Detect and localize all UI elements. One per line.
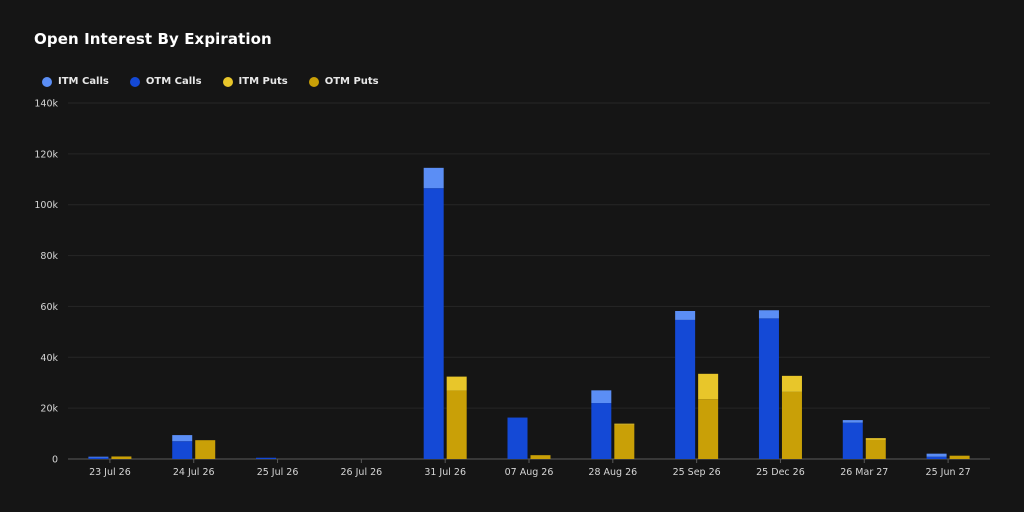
- x-tick-label: 23 Jul 26: [89, 467, 131, 478]
- x-tick-label: 25 Sep 26: [673, 467, 721, 478]
- bar-otm-puts: [781, 391, 802, 459]
- bar-otm-calls: [758, 318, 779, 459]
- legend-swatch-itm-calls: [42, 76, 52, 87]
- bar-otm-calls: [423, 188, 444, 459]
- x-tick-label: 25 Jul 26: [257, 467, 299, 478]
- bar-itm-calls: [675, 311, 696, 320]
- x-tick-label: 25 Jun 27: [926, 467, 971, 478]
- y-tick-label: 60k: [40, 302, 58, 313]
- bar-itm-puts: [781, 375, 802, 392]
- x-tick-label: 28 Aug 26: [588, 467, 637, 478]
- bar-otm-calls: [591, 403, 612, 459]
- bar-itm-puts: [698, 373, 719, 400]
- x-tick-label: 31 Jul 26: [424, 467, 466, 478]
- bar-itm-calls: [842, 420, 863, 423]
- y-tick-label: 40k: [40, 353, 58, 364]
- bar-otm-puts: [195, 440, 216, 459]
- bar-itm-puts: [614, 423, 635, 425]
- bar-otm-calls: [842, 422, 863, 459]
- legend-label-otm-puts: OTM Puts: [324, 76, 379, 87]
- bar-itm-calls: [591, 390, 612, 404]
- bar-otm-puts: [446, 390, 467, 459]
- legend-item-itm-puts[interactable]: ITM Puts: [222, 76, 288, 87]
- x-tick-label: 25 Dec 26: [756, 467, 805, 478]
- legend-item-otm-calls[interactable]: OTM Calls: [129, 76, 202, 87]
- bar-itm-calls: [758, 310, 779, 319]
- bar-itm-calls: [423, 167, 444, 189]
- bar-itm-puts: [446, 376, 467, 391]
- bar-otm-puts: [111, 456, 132, 459]
- legend-swatch-itm-puts: [222, 76, 233, 87]
- bar-itm-calls: [88, 456, 109, 458]
- y-tick-label: 20k: [40, 404, 58, 415]
- x-tick-label: 24 Jul 26: [173, 467, 215, 478]
- legend-item-itm-calls[interactable]: ITM Calls: [42, 76, 109, 87]
- chart-legend: ITM Calls OTM Calls ITM Puts OTM Puts: [42, 76, 400, 87]
- bar-otm-calls: [926, 456, 947, 459]
- y-tick-label: 0: [52, 455, 58, 466]
- bar-otm-puts: [865, 439, 886, 459]
- bar-otm-calls: [507, 417, 528, 459]
- bar-otm-calls: [675, 319, 696, 459]
- x-tick-label: 26 Jul 26: [341, 467, 383, 478]
- legend-label-itm-calls: ITM Calls: [58, 76, 109, 87]
- y-tick-label: 140k: [34, 99, 58, 110]
- legend-swatch-otm-calls: [129, 76, 140, 87]
- x-tick-label: 26 Mar 27: [840, 467, 888, 478]
- legend-swatch-otm-puts: [308, 76, 319, 87]
- bar-otm-puts: [614, 424, 635, 459]
- bar-otm-calls: [88, 456, 109, 459]
- bar-otm-calls: [172, 441, 193, 459]
- legend-label-otm-calls: OTM Calls: [145, 76, 202, 87]
- x-tick-label: 07 Aug 26: [505, 467, 554, 478]
- bar-itm-puts: [865, 438, 886, 440]
- bar-otm-puts: [698, 399, 719, 459]
- bar-itm-calls: [172, 435, 193, 442]
- legend-label-itm-puts: ITM Puts: [238, 76, 288, 87]
- bar-otm-puts: [949, 455, 970, 459]
- bar-otm-puts: [530, 455, 551, 459]
- bar-itm-calls: [926, 453, 947, 457]
- y-tick-label: 120k: [34, 149, 58, 160]
- legend-item-otm-puts[interactable]: OTM Puts: [308, 76, 379, 87]
- chart-title: Open Interest By Expiration: [34, 30, 272, 48]
- y-tick-label: 80k: [40, 251, 58, 262]
- y-tick-label: 100k: [34, 200, 58, 211]
- bar-otm-calls: [256, 457, 277, 459]
